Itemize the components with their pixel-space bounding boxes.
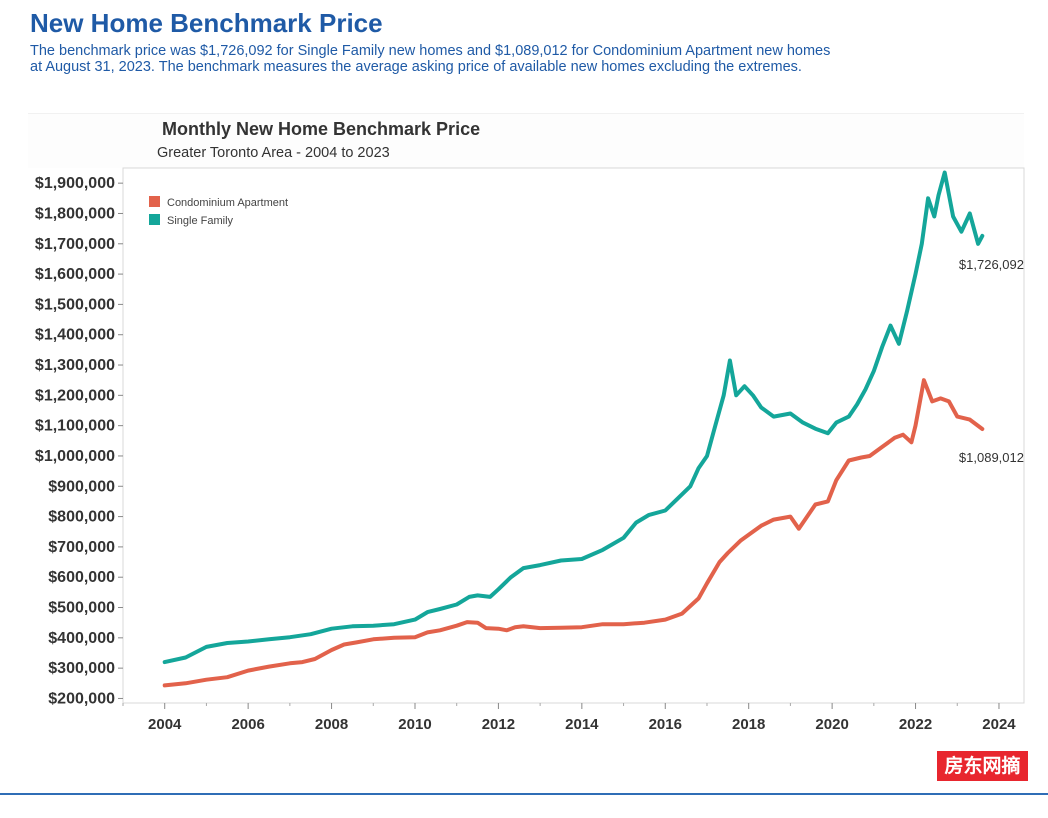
- y-tick-label: $300,000: [48, 660, 115, 677]
- x-tick-label: 2022: [899, 716, 932, 733]
- y-tick-label: $1,400,000: [35, 327, 115, 344]
- legend: Condominium Apartment Single Family: [149, 196, 288, 227]
- legend-label: Single Family: [167, 215, 234, 227]
- page-description: The benchmark price was $1,726,092 for S…: [30, 43, 930, 75]
- y-tick-label: $900,000: [48, 478, 115, 495]
- x-tick-label: 2012: [482, 716, 515, 733]
- x-tick-label: 2024: [982, 716, 1016, 733]
- y-tick-label: $1,500,000: [35, 296, 115, 313]
- series-line-condominium-apartment: [162, 378, 985, 688]
- series-line-single-family: [162, 170, 985, 665]
- x-tick-label: 2006: [231, 716, 264, 733]
- series-end-label: $1,726,092: [959, 257, 1024, 272]
- line-chart: $200,000 $300,000 $400,000 $500,000 $600,000…: [35, 167, 1025, 733]
- x-axis: 2004 2006 2008 2010 2012 2014 2016 2018 2020 2022…: [122, 703, 1016, 733]
- y-tick-label: $1,000,000: [35, 448, 115, 465]
- y-axis: $200,000 $300,000 $400,000 $500,000 $600,000…: [35, 175, 123, 707]
- bottom-divider: [0, 793, 1048, 795]
- chart-title-band: [28, 113, 1024, 168]
- y-tick-label: $1,900,000: [35, 175, 115, 192]
- x-tick-label: 2004: [148, 716, 182, 733]
- plot-area: [122, 167, 1025, 704]
- description-line-2: at August 31, 2023. The benchmark measur…: [30, 59, 802, 75]
- x-tick-label: 2016: [649, 716, 682, 733]
- x-tick-label: 2008: [315, 716, 348, 733]
- series-end-label: $1,089,012: [959, 450, 1024, 465]
- end-labels: $1,089,012 $1,726,092: [959, 257, 1024, 465]
- y-tick-label: $800,000: [48, 509, 115, 526]
- chart-title: Monthly New Home Benchmark Price: [162, 119, 481, 139]
- x-tick-label: 2014: [565, 716, 599, 733]
- y-tick-label: $700,000: [48, 539, 115, 556]
- y-tick-label: $500,000: [48, 600, 115, 617]
- y-tick-label: $1,100,000: [35, 418, 115, 435]
- y-tick-label: $1,600,000: [35, 266, 115, 283]
- y-tick-label: $1,300,000: [35, 357, 115, 374]
- legend-swatch: [149, 214, 160, 225]
- description-line-1: The benchmark price was $1,726,092 for S…: [30, 43, 831, 59]
- y-tick-label: $600,000: [48, 569, 115, 586]
- series-layer: [162, 170, 985, 688]
- y-tick-label: $200,000: [48, 690, 115, 707]
- page-title: New Home Benchmark Price: [30, 8, 383, 38]
- y-tick-label: $1,800,000: [35, 205, 115, 222]
- watermark-logo: 房东网摘: [937, 751, 1028, 781]
- chart-subtitle: Greater Toronto Area - 2004 to 2023: [157, 145, 390, 161]
- x-tick-label: 2010: [398, 716, 431, 733]
- x-tick-label: 2020: [815, 716, 848, 733]
- y-tick-label: $1,200,000: [35, 387, 115, 404]
- y-tick-label: $1,700,000: [35, 236, 115, 253]
- legend-label: Condominium Apartment: [167, 197, 288, 209]
- legend-swatch: [149, 196, 160, 207]
- y-tick-label: $400,000: [48, 630, 115, 647]
- x-tick-label: 2018: [732, 716, 765, 733]
